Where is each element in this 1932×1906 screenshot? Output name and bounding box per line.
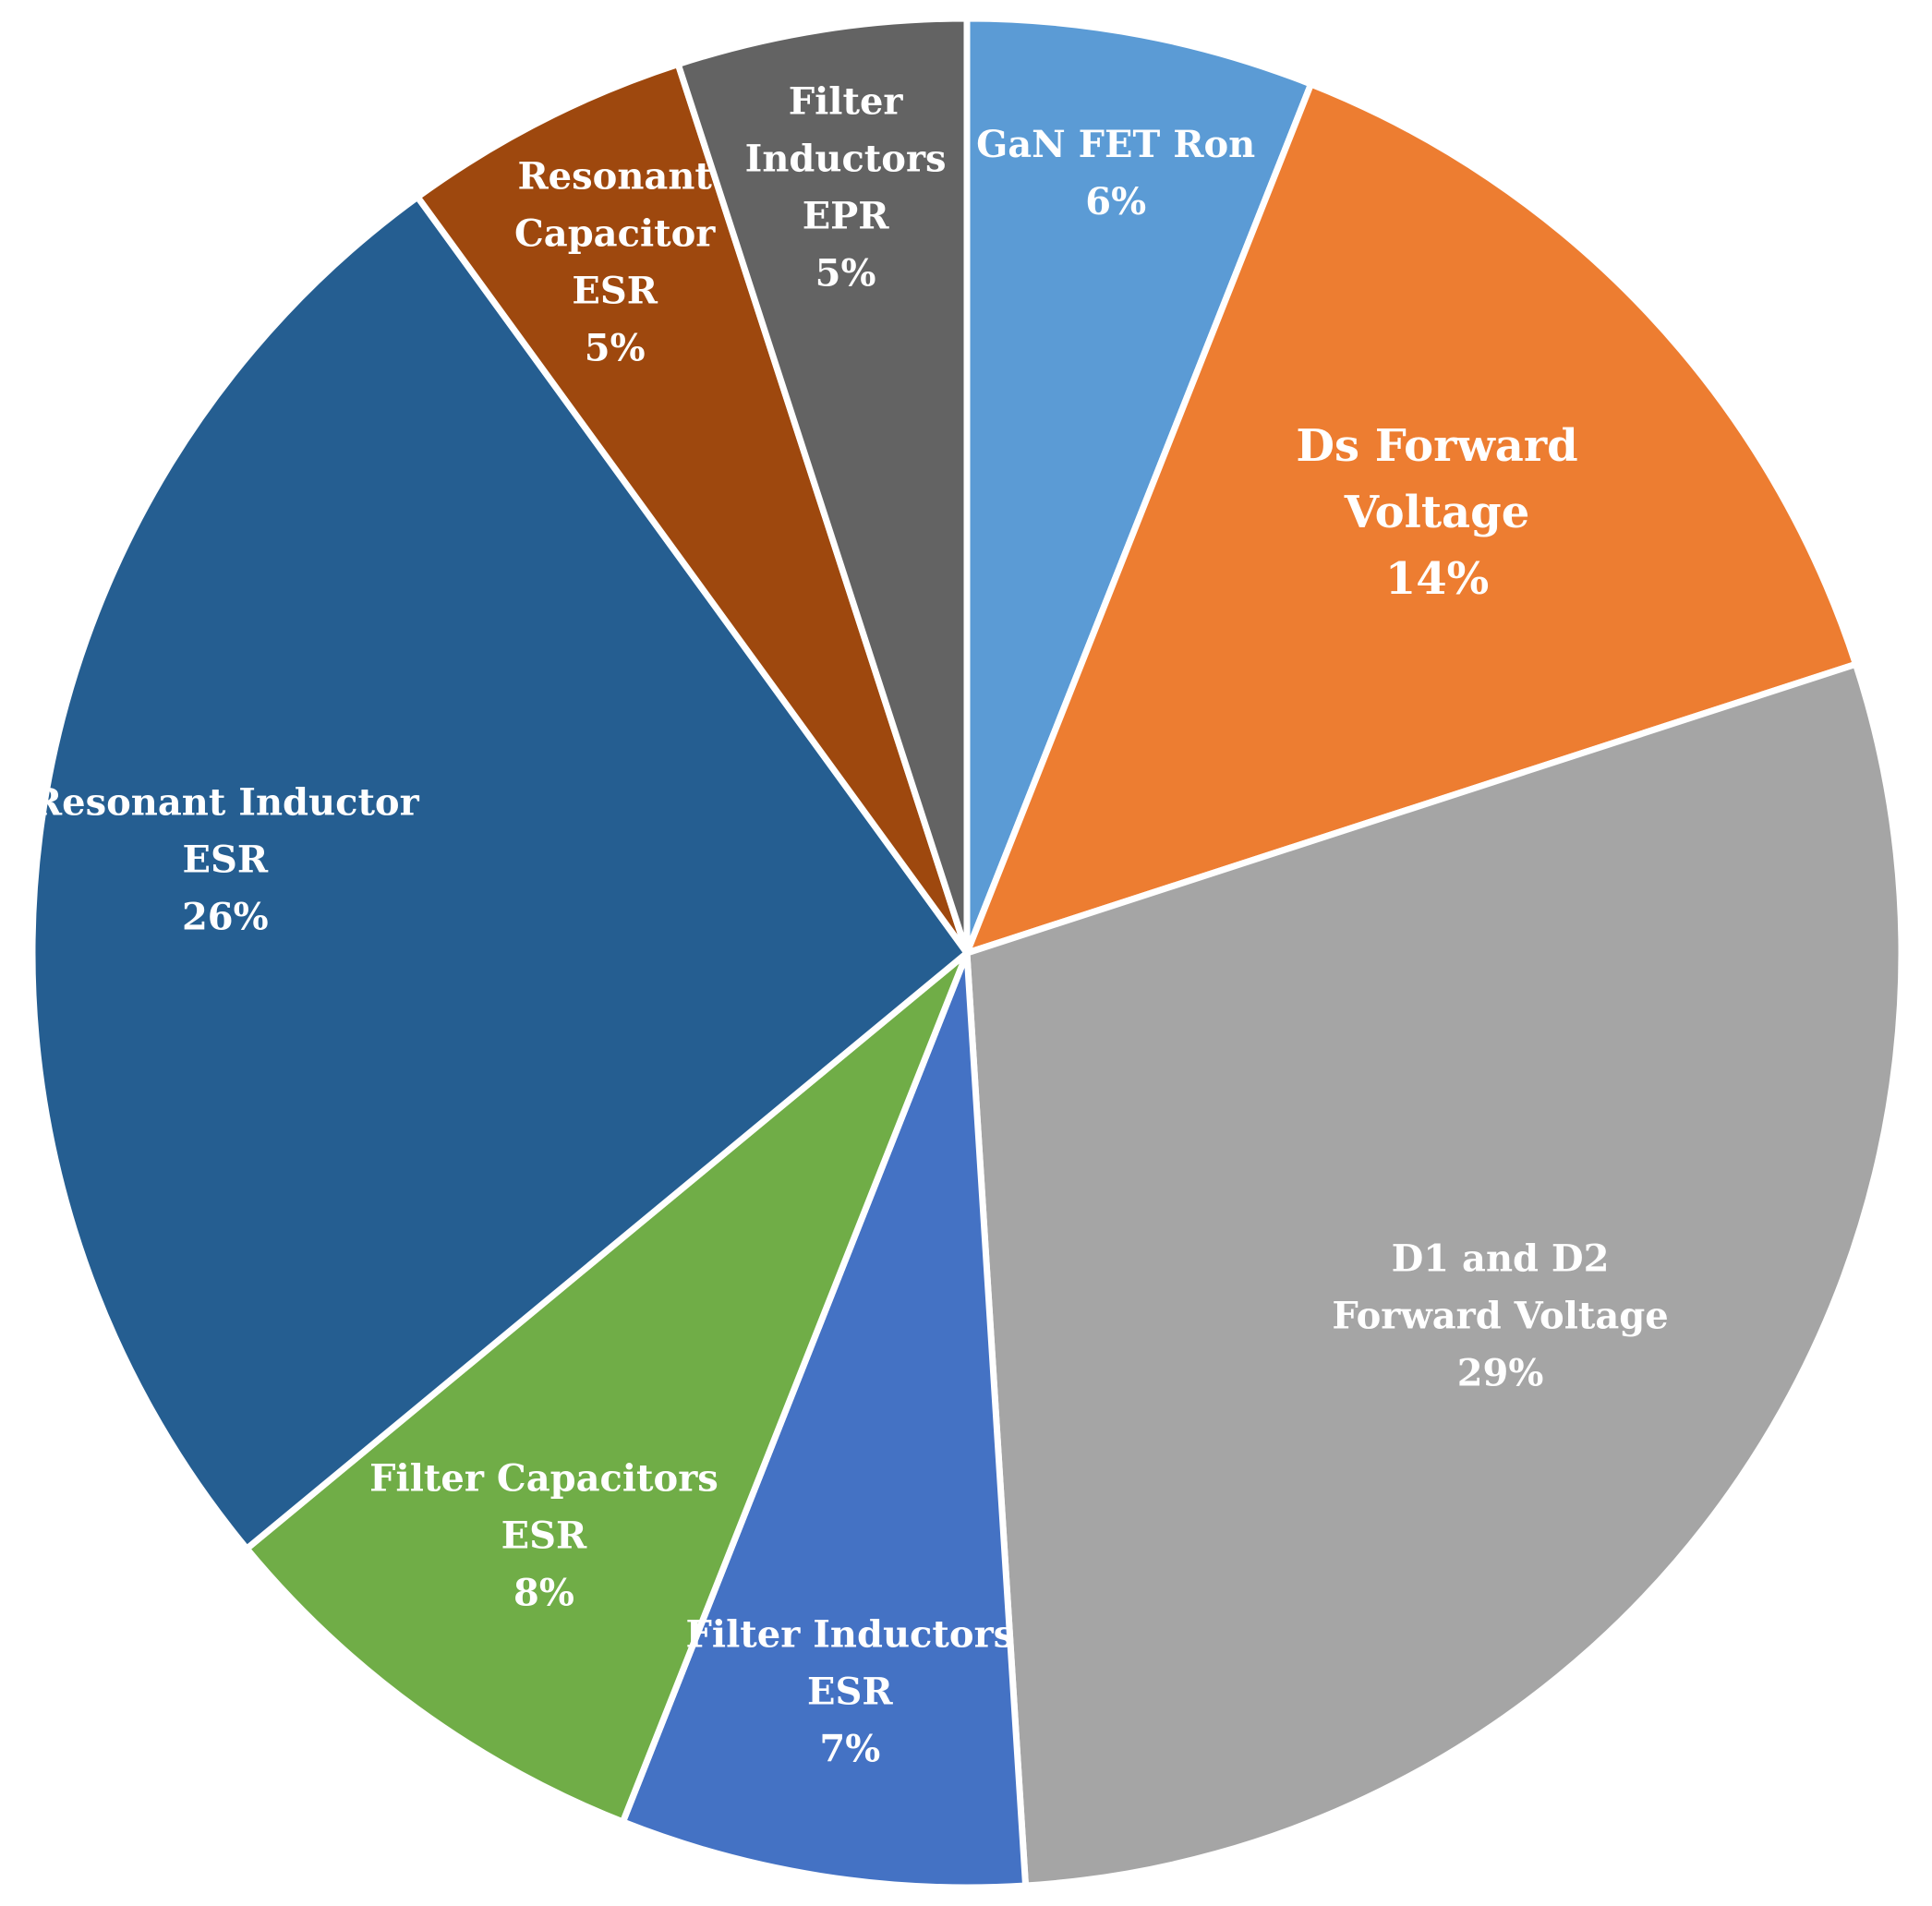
slice-name-line: ESR (807, 1671, 893, 1714)
pie-slice-resonant-inductor-esr (29, 192, 972, 1553)
pie-slice-d1-and-d2-forward-voltage (963, 659, 1905, 1889)
slice-name-line: Resonant Inductor (31, 781, 420, 825)
slice-percent: 8% (513, 1571, 574, 1614)
slice-name-line: D1 and D2 (1392, 1236, 1610, 1280)
slice-label-filter-inductors-epr: Filter Inductors EPR 5% (745, 79, 947, 295)
slice-name-line: Capacitor (514, 212, 716, 256)
slice-name-line: Inductors (745, 137, 947, 180)
pie-slice-filter-inductors-epr (673, 15, 971, 955)
slice-label-filter-inductors-esr: Filter Inductors ESR 7% (686, 1613, 1015, 1771)
pie-labels: GaN FET Ron 6% Ds Forward Voltage 14% D1 and … (31, 79, 1669, 1770)
slice-percent: 6% (1085, 180, 1146, 223)
pie-slice-filter-capacitors-esr (242, 950, 971, 1827)
slice-name-line: EPR (803, 194, 890, 237)
slice-name-line: Voltage (1344, 487, 1529, 538)
slice-name-line: Filter (789, 79, 904, 123)
pie-slice-gan-fet-ron (963, 15, 1316, 955)
slice-name-line: Forward Voltage (1332, 1294, 1668, 1337)
slice-name-line: GaN FET Ron (976, 123, 1255, 166)
slice-label-gan-fet-ron: GaN FET Ron 6% (976, 123, 1255, 223)
slice-name-line: Filter Capacitors (369, 1456, 718, 1500)
slice-label-d1-and-d2-forward-voltage: D1 and D2 Forward Voltage 29% (1332, 1236, 1668, 1394)
slice-name-line: Ds Forward (1296, 420, 1577, 472)
slice-percent: 29% (1457, 1351, 1544, 1394)
slice-name-line: Resonant (517, 155, 712, 199)
slice-name-line: ESR (182, 838, 268, 882)
slice-name-line: ESR (501, 1514, 587, 1557)
slice-percent: 7% (819, 1728, 880, 1771)
slice-name-line: ESR (572, 270, 658, 313)
pie-slices (29, 15, 1905, 1891)
slice-label-resonant-capacitor-esr: Resonant Capacitor ESR 5% (514, 155, 716, 370)
pie-slice-resonant-capacitor-esr (413, 60, 971, 956)
slice-percent: 26% (182, 896, 269, 939)
slice-name-line: Filter Inductors (686, 1613, 1015, 1657)
slice-percent: 5% (585, 327, 646, 370)
pie-slice-filter-inductors-esr (618, 951, 1030, 1891)
slice-percent: 5% (815, 251, 876, 295)
slice-label-ds-forward-voltage: Ds Forward Voltage 14% (1296, 420, 1577, 605)
slice-label-filter-capacitors-esr: Filter Capacitors ESR 8% (369, 1456, 718, 1614)
slice-percent: 14% (1385, 553, 1489, 605)
slice-label-resonant-inductor-esr: Resonant Inductor ESR 26% (31, 781, 420, 939)
